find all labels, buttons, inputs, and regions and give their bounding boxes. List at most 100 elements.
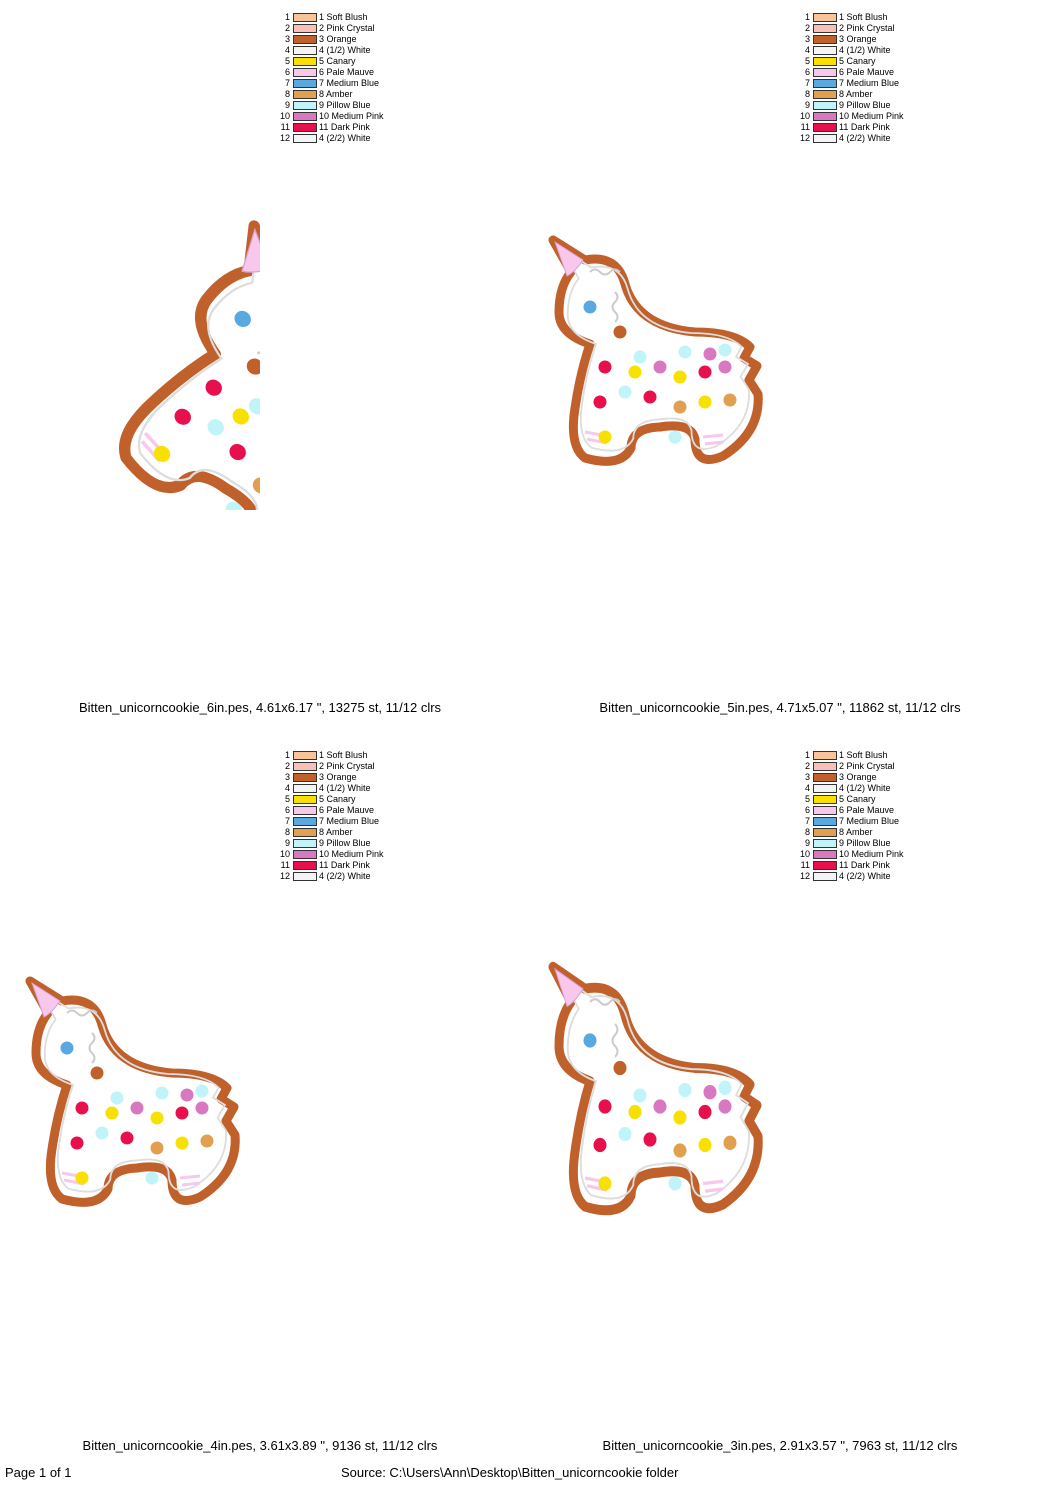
sprinkle-dot [175, 1106, 189, 1120]
legend-item: 12 4 (2/2) White [798, 133, 904, 144]
legend-item: 10 10 Medium Pink [278, 849, 384, 860]
legend-number: 5 [804, 56, 810, 66]
color-swatch [293, 850, 317, 859]
legend-item: 9 9 Pillow Blue [798, 100, 904, 111]
legend-number: 3 [284, 772, 290, 782]
legend-label: 10 Medium Pink [319, 849, 384, 859]
sprinkle-dot [195, 1084, 209, 1098]
sprinkle-dot [593, 395, 607, 409]
sprinkle-dot [120, 1131, 134, 1145]
color-swatch [293, 861, 317, 870]
legend-item: 5 5 Canary [798, 794, 904, 805]
sprinkle-dot [718, 360, 732, 374]
sprinkle-dot [75, 1101, 89, 1115]
legend-number: 5 [284, 794, 290, 804]
legend-number: 9 [804, 100, 810, 110]
page-number: Page 1 of 1 [5, 1465, 72, 1480]
color-swatch [813, 46, 837, 55]
legend-label: 10 Medium Pink [319, 111, 384, 121]
sprinkle-dot [673, 370, 687, 384]
legend-label: 3 Orange [319, 34, 357, 44]
legend-number: 1 [284, 750, 290, 760]
color-swatch [293, 90, 317, 99]
color-swatch [293, 24, 317, 33]
sprinkle-dot [698, 365, 712, 379]
sprinkle-dot [153, 445, 171, 462]
legend-item: 5 5 Canary [278, 794, 384, 805]
legend-label: 6 Pale Mauve [319, 67, 375, 77]
legend-item: 5 5 Canary [278, 56, 384, 67]
legend-number: 6 [804, 67, 810, 77]
color-swatch [813, 112, 837, 121]
legend-number: 7 [284, 816, 290, 826]
color-swatch [813, 79, 837, 88]
unicorn-cookie-design [119, 220, 260, 510]
sprinkle-dot [673, 400, 687, 414]
legend-label: 6 Pale Mauve [319, 805, 375, 815]
legend-label: 3 Orange [319, 772, 357, 782]
legend-item: 11 11 Dark Pink [798, 122, 904, 133]
horn [554, 967, 584, 1008]
legend-item: 9 9 Pillow Blue [278, 838, 384, 849]
sprinkle-dot [618, 1126, 632, 1142]
unicorn-cookie-design [548, 961, 763, 1216]
legend-number: 8 [284, 89, 290, 99]
sprinkle-dot [668, 430, 682, 444]
legend-label: 4 (1/2) White [839, 45, 891, 55]
legend-item: 6 6 Pale Mauve [278, 805, 384, 816]
legend-number: 4 [804, 45, 810, 55]
legend-item: 11 11 Dark Pink [798, 860, 904, 871]
design-caption: Bitten_unicorncookie_3in.pes, 2.91x3.57 … [602, 1438, 958, 1453]
sprinkle-dot [207, 419, 224, 436]
legend-item: 9 9 Pillow Blue [278, 100, 384, 111]
legend-label: 7 Medium Blue [319, 78, 380, 88]
color-swatch [813, 123, 837, 132]
color-swatch [293, 872, 317, 881]
color-swatch [293, 35, 317, 44]
legend-item: 10 10 Medium Pink [278, 111, 384, 122]
color-swatch [813, 68, 837, 77]
legend-number: 11 [800, 860, 810, 870]
legend-label: 11 Dark Pink [319, 860, 370, 870]
legend-label: 10 Medium Pink [839, 849, 904, 859]
color-swatch [813, 90, 837, 99]
legend-label: 9 Pillow Blue [839, 100, 891, 110]
sprinkle-dot [155, 1086, 169, 1100]
sprinkle-dot [673, 1143, 687, 1158]
mane-squiggle [589, 268, 621, 323]
cookie-outline [119, 220, 260, 510]
legend-item: 6 6 Pale Mauve [798, 67, 904, 78]
legend-label: 5 Canary [319, 794, 356, 804]
color-swatch [293, 773, 317, 782]
legend-label: 11 Dark Pink [839, 122, 890, 132]
sprinkle-dot [95, 1126, 109, 1140]
legend-number: 7 [804, 78, 810, 88]
legend-number: 2 [284, 23, 290, 33]
legend-item: 10 10 Medium Pink [798, 111, 904, 122]
color-swatch [813, 35, 837, 44]
legend-number: 3 [804, 772, 810, 782]
sprinkle-dot [703, 347, 717, 361]
legend-number: 3 [284, 34, 290, 44]
legend-label: 9 Pillow Blue [319, 100, 371, 110]
legend-label: 4 (1/2) White [839, 783, 891, 793]
sprinkle-dot [75, 1171, 89, 1185]
color-swatch [813, 806, 837, 815]
color-swatch [293, 134, 317, 143]
hoof-stripes [584, 1176, 724, 1193]
legend-item: 8 8 Amber [278, 89, 384, 100]
sprinkle-dot [583, 1033, 597, 1048]
color-swatch [813, 773, 837, 782]
mane-squiggle [589, 998, 621, 1058]
color-swatch [293, 101, 317, 110]
legend-label: 1 Soft Blush [839, 750, 888, 760]
legend-label: 1 Soft Blush [319, 750, 368, 760]
legend-number: 12 [799, 133, 810, 143]
sprinkle-dot [593, 1137, 607, 1153]
legend-number: 8 [804, 89, 810, 99]
legend-label: 7 Medium Blue [839, 78, 900, 88]
